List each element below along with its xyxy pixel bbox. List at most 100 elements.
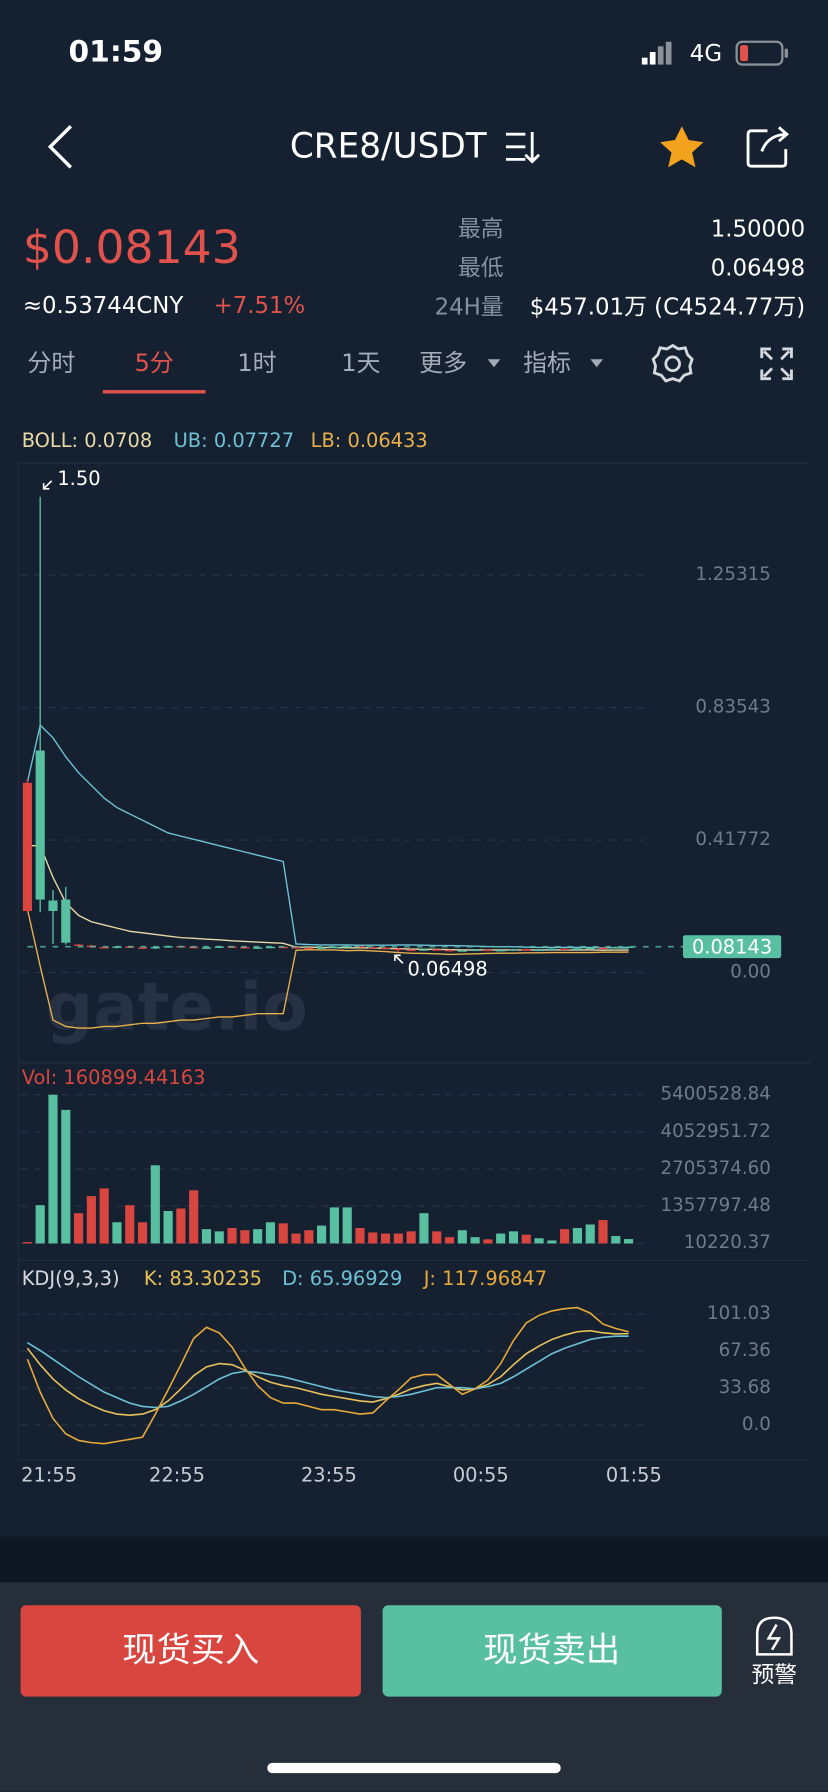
tab[interactable]: 分时 [27, 349, 75, 377]
volume-bar [99, 1188, 109, 1244]
x-tick-label: 22:55 [149, 1464, 205, 1487]
kdj-line [26, 1306, 629, 1445]
switch-icon[interactable] [505, 131, 541, 164]
divider-strip [0, 1536, 828, 1583]
panel-title: KDJ(9,3,3) [22, 1267, 120, 1290]
volume-bar [61, 1109, 71, 1244]
volume-bar [86, 1196, 96, 1244]
volume-bar [189, 1190, 199, 1244]
volume-bar [214, 1231, 224, 1244]
volume-bar [112, 1222, 122, 1244]
volume-bar [35, 1205, 45, 1244]
share-button[interactable] [746, 126, 790, 168]
last-price: $0.08143 [23, 221, 241, 274]
volume-bar [240, 1230, 250, 1244]
tab[interactable]: 1天 [341, 349, 380, 377]
dropdown-arrow [487, 359, 501, 368]
volume-bar [304, 1230, 314, 1244]
sell-button[interactable] [382, 1605, 722, 1697]
volume-bar [125, 1205, 135, 1244]
low-annotation: 0.06498 [407, 958, 487, 981]
tab[interactable]: 指标 [523, 349, 571, 377]
candle-body [534, 949, 544, 952]
tab-underline [102, 390, 206, 394]
volume-bar [419, 1213, 429, 1244]
candle-body [508, 949, 519, 951]
stat-label: 最低 [458, 256, 504, 282]
back-button[interactable] [47, 125, 73, 169]
sell-label[interactable]: 现货卖出 [483, 1631, 620, 1671]
volume-bar [598, 1220, 608, 1244]
candle-body [611, 947, 621, 949]
volume-bar [265, 1222, 276, 1244]
volume-bar [278, 1223, 288, 1244]
y-tick-label: 0.41772 [695, 829, 771, 850]
favorite-star[interactable] [660, 126, 704, 168]
pair-title[interactable]: CRE8/USDT [290, 126, 488, 166]
candle-body [483, 949, 493, 952]
volume-bar [163, 1210, 173, 1244]
y-tick-label: 33.68 [719, 1377, 771, 1398]
volume-bar [457, 1230, 467, 1244]
stat-label: 24H量 [435, 294, 504, 320]
candle-body [457, 950, 467, 952]
tab[interactable]: 1时 [237, 349, 276, 377]
candle-body [150, 947, 160, 949]
x-tick-label: 21:55 [21, 1464, 77, 1487]
candle-body [74, 944, 84, 946]
candle-body [496, 949, 506, 952]
stat-value: $457.01万 (C4524.77万) [530, 294, 805, 320]
y-tick-label: 67.36 [719, 1340, 771, 1361]
candle-body [521, 949, 531, 951]
candle-body [61, 899, 71, 943]
legend-entry: LB: 0.06433 [311, 429, 428, 452]
volume-bar [22, 1242, 32, 1244]
last-price-tag [682, 935, 782, 959]
legend-entry: J: 117.96847 [423, 1267, 547, 1290]
volume-bar [444, 1237, 455, 1244]
price-change: +7.51% [214, 293, 306, 319]
y-tick-label: 101.03 [707, 1303, 771, 1324]
high-marker [42, 480, 53, 490]
alert-label[interactable]: 预警 [751, 1663, 797, 1689]
panel-title: Vol: 160899.44163 [22, 1066, 206, 1089]
volume-bar [317, 1225, 327, 1244]
candle-body [572, 948, 582, 950]
y-tick-label: 5400528.84 [660, 1084, 770, 1105]
charts: 1.25315 0.83543 0.41772 0.00 BOLL: 0.0708 UB:… [20, 429, 782, 1487]
volume-bar [470, 1237, 480, 1244]
volume-bar [368, 1232, 378, 1244]
last-price-label: 0.08143 [692, 935, 772, 958]
volume-bar [521, 1234, 531, 1244]
volume-bar [496, 1233, 506, 1244]
candle-body [419, 949, 429, 951]
tab-active[interactable]: 5分 [135, 349, 174, 377]
volume-bar [560, 1229, 570, 1244]
candle-body [432, 949, 442, 951]
volume-bar [534, 1238, 544, 1244]
fullscreen-button[interactable] [760, 347, 793, 381]
signal-icon [641, 41, 672, 65]
y-tick-label: 0.0 [742, 1414, 771, 1435]
buy-label[interactable]: 现货买入 [122, 1631, 259, 1671]
volume-bar [74, 1213, 84, 1244]
home-indicator [267, 1762, 561, 1774]
y-tick-label: 1357797.48 [660, 1195, 770, 1216]
boll-line [26, 723, 629, 949]
settings-button[interactable] [651, 343, 694, 383]
candle-body [355, 946, 365, 948]
candle-body [99, 947, 109, 949]
candle-body [406, 949, 416, 952]
volume-bar [508, 1231, 519, 1244]
high-annotation: 1.50 [57, 467, 100, 490]
y-tick-label: 0.00 [730, 962, 771, 983]
candle-body [624, 946, 634, 949]
candle-body [304, 947, 314, 950]
tab[interactable]: 更多 [419, 349, 467, 377]
volume-bar [227, 1228, 237, 1244]
candle-body [585, 947, 595, 950]
alert-icon[interactable] [755, 1616, 793, 1656]
volume-bar [342, 1207, 352, 1244]
buy-button[interactable] [20, 1605, 361, 1697]
